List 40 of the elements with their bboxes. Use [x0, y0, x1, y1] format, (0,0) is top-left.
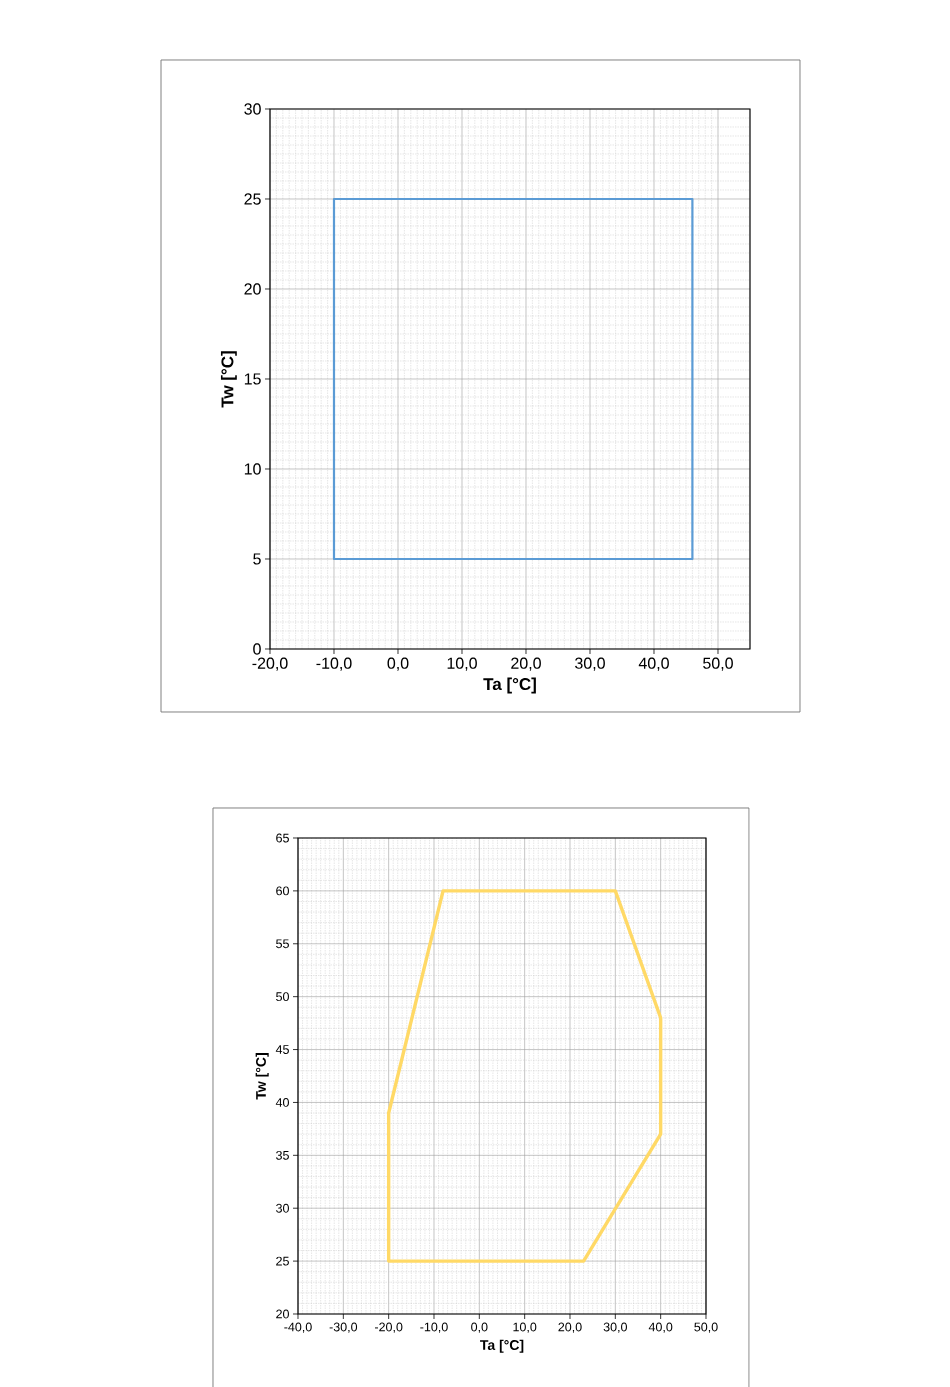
x-tick-label: 50,0: [703, 657, 733, 671]
y-tick-label: 55: [276, 939, 289, 949]
y-tick-label: 65: [276, 833, 289, 843]
y-tick-label: 10: [244, 463, 261, 475]
x-tick-label: 50,0: [694, 1322, 718, 1333]
y-tick-label: 30: [244, 103, 261, 115]
x-tick-label: 20,0: [558, 1322, 582, 1333]
y-tick-label: 40: [275, 1098, 289, 1107]
x-tick-label: 30,0: [575, 657, 605, 671]
y-tick-label: 20: [276, 1309, 289, 1319]
x-tick-label: 10,0: [513, 1322, 537, 1333]
x-axis-title: Ta [°C]: [483, 677, 536, 694]
x-axis-title: Ta [°C]: [480, 1339, 524, 1353]
y-tick-label: 35: [276, 1150, 289, 1160]
y-axis-title: Tw [°C]: [220, 351, 237, 408]
y-tick-label: 60: [276, 886, 289, 896]
x-tick-label: 40,0: [648, 1322, 673, 1333]
x-tick-label: -10,0: [420, 1322, 448, 1333]
x-tick-label: 10,0: [447, 657, 477, 671]
x-tick-label: 0,0: [387, 657, 409, 671]
x-tick-label: 20,0: [511, 657, 541, 671]
x-tick-label: 0,0: [471, 1322, 488, 1333]
y-tick-label: 25: [244, 193, 261, 205]
x-tick-label: -20,0: [374, 1322, 403, 1333]
y-tick-label: 50: [276, 992, 289, 1002]
x-tick-label: -30,0: [329, 1322, 358, 1333]
y-tick-label: 0: [253, 643, 261, 655]
x-tick-label: -10,0: [316, 657, 352, 671]
y-tick-label: 30: [276, 1203, 289, 1213]
x-tick-label: 30,0: [603, 1322, 627, 1333]
y-tick-label: 25: [276, 1256, 289, 1266]
y-tick-label: 45: [275, 1045, 289, 1054]
y-tick-label: 20: [244, 283, 261, 295]
y-tick-label: 15: [244, 373, 261, 385]
line-series: [386, 889, 663, 1263]
x-tick-label: 40,0: [638, 657, 669, 671]
x-tick-label: -20,0: [252, 657, 288, 671]
y-axis-title: Tw [°C]: [255, 1053, 269, 1100]
y-tick-label: 5: [253, 553, 261, 565]
x-tick-label: -40,0: [284, 1322, 312, 1333]
